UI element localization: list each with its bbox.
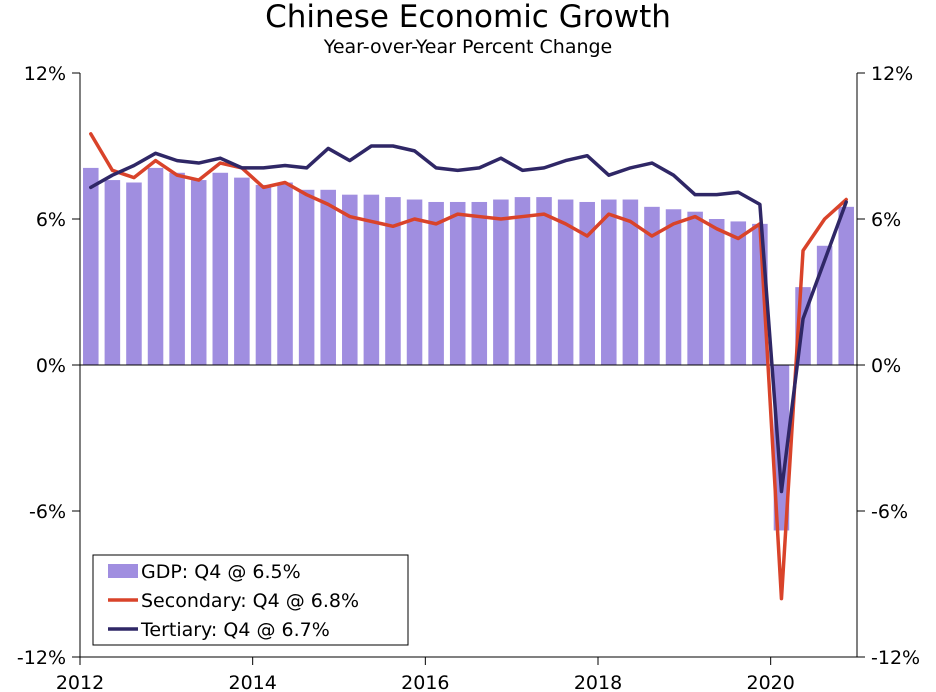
legend: GDP: Q4 @ 6.5% Secondary: Q4 @ 6.8% Tert… (92, 554, 409, 646)
gdp-bar-2012Q2 (104, 180, 121, 365)
gdp-bar-2013Q3 (212, 172, 229, 365)
x-tick-label: 2016 (401, 672, 449, 692)
gdp-bars (83, 167, 854, 531)
x-tick-label: 2018 (574, 672, 622, 692)
gdp-bar-2016Q2 (449, 201, 466, 365)
y-tick-label-left: 6% (36, 209, 66, 231)
gdp-bar-2012Q3 (126, 182, 142, 365)
axes: 12% 12% 6% 6% 0% 0% -6% -6% -12% -12% 2012 2014 2016… (17, 63, 920, 692)
x-tick-label: 2012 (56, 672, 104, 692)
gdp-bar-2020Q1 (773, 365, 790, 531)
y-tick-label-right: -12% (871, 647, 920, 669)
y-tick-label-right: -6% (871, 501, 908, 523)
gdp-bar-2012Q1 (83, 167, 99, 365)
y-tick-label-right: 12% (871, 63, 913, 85)
gdp-bar-2016Q4 (493, 199, 509, 365)
x-tick-label: 2020 (746, 672, 794, 692)
chart-title: Chinese Economic Growth (265, 0, 671, 35)
gdp-bar-2016Q1 (428, 201, 444, 365)
gdp-bar-2013Q4 (234, 177, 250, 365)
chart-subtitle: Year-over-Year Percent Change (323, 36, 613, 58)
legend-label-secondary: Secondary: Q4 @ 6.8% (141, 590, 359, 612)
gdp-bar-2015Q1 (342, 194, 358, 365)
gdp-bar-2019Q3 (730, 221, 747, 365)
gdp-bar-2018Q3 (644, 206, 660, 365)
gdp-bar-2018Q2 (622, 199, 639, 365)
legend-box (92, 554, 409, 646)
gdp-bar-2018Q4 (665, 209, 682, 365)
gdp-bar-2018Q1 (601, 199, 617, 365)
series-lines (89, 132, 848, 601)
legend-swatch-gdp (108, 564, 138, 578)
legend-label-tertiary: Tertiary: Q4 @ 6.7% (140, 619, 330, 641)
gdp-bar-2013Q2 (190, 180, 207, 365)
gdp-bar-2013Q1 (169, 172, 185, 365)
y-tick-label-left: 12% (24, 63, 66, 85)
gdp-bar-2014Q2 (277, 182, 293, 365)
secondary-line (89, 132, 848, 601)
gdp-bar-2019Q2 (708, 219, 725, 365)
y-tick-label-left: 0% (36, 355, 66, 377)
gdp-bar-2017Q3 (557, 199, 574, 365)
tertiary-line (89, 144, 848, 494)
y-tick-label-right: 6% (871, 209, 901, 231)
gdp-bar-2017Q1 (514, 197, 531, 365)
gdp-bar-2012Q4 (147, 167, 164, 365)
gdp-bar-2015Q3 (385, 197, 401, 365)
y-tick-label-right: 0% (871, 355, 901, 377)
legend-label-gdp: GDP: Q4 @ 6.5% (141, 561, 301, 583)
gdp-bar-2017Q2 (536, 197, 552, 365)
x-tick-label: 2014 (228, 672, 276, 692)
y-tick-label-left: -12% (17, 647, 66, 669)
gdp-bar-2017Q4 (579, 201, 595, 365)
gdp-bar-2015Q2 (363, 194, 380, 365)
gdp-bar-2014Q4 (320, 189, 336, 365)
gdp-bar-2020Q4 (838, 206, 854, 365)
gdp-bar-2014Q1 (255, 184, 272, 365)
gdp-bar-2014Q3 (298, 189, 315, 365)
gdp-bar-2015Q4 (406, 199, 423, 365)
gdp-bar-2019Q1 (687, 211, 703, 365)
gdp-bar-2016Q3 (471, 201, 488, 365)
y-tick-label-left: -6% (29, 501, 66, 523)
